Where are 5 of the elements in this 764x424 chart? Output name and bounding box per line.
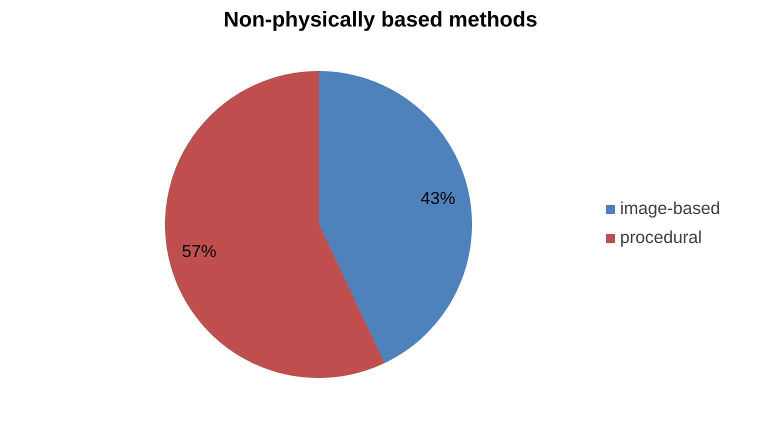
- chart-title: Non-physically based methods: [223, 8, 538, 32]
- data-label: 57%: [182, 241, 216, 262]
- legend-label: image-based: [620, 198, 720, 219]
- data-label: 43%: [420, 188, 456, 208]
- legend-label: procedural: [620, 227, 702, 248]
